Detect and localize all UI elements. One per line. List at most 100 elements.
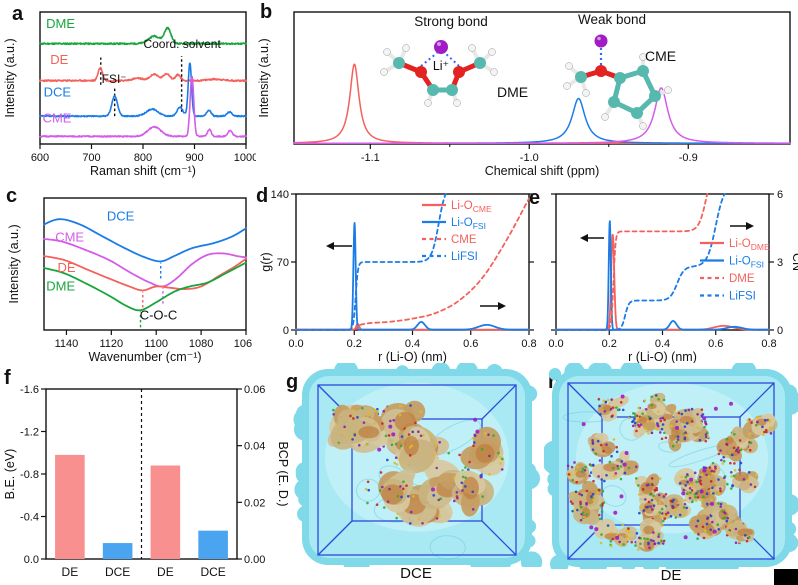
svg-text:6: 6 xyxy=(777,189,783,201)
svg-text:Intensity (a.u.): Intensity (a.u.) xyxy=(3,38,17,117)
annotation-cme: CME xyxy=(43,110,72,125)
annotation-c-o-c: C-O-C xyxy=(140,307,178,322)
svg-text:0.2: 0.2 xyxy=(602,338,617,350)
svg-text:800: 800 xyxy=(134,152,152,164)
series-CME-peak xyxy=(293,87,791,145)
legend-label: Li-OFSI xyxy=(729,256,764,270)
svg-text:1080: 1080 xyxy=(189,338,213,350)
chart-canvas-a: 600 700 800 900 1000 Raman shift (cm⁻¹) Intens… xyxy=(3,11,256,178)
corner-marker xyxy=(774,569,798,585)
svg-text:r (Li-O) (nm): r (Li-O) (nm) xyxy=(378,350,447,363)
legend-label: LiFSI xyxy=(451,251,478,263)
svg-text:g(r): g(r) xyxy=(259,252,273,271)
panel-letter-b: b xyxy=(260,1,273,23)
svg-text:140: 140 xyxy=(271,189,289,201)
series-DME xyxy=(43,261,247,312)
svg-text:1060: 1060 xyxy=(234,338,252,350)
series-DME-peak xyxy=(293,63,791,145)
axes: 0.0 0.2 0.4 0.6 0.8 r (Li-O) (nm) 0 70 140 g(r) xyxy=(259,189,537,363)
svg-text:0.2: 0.2 xyxy=(347,338,362,350)
svg-text:0.0: 0.0 xyxy=(548,338,563,350)
svg-text:0.4: 0.4 xyxy=(405,338,420,350)
aggregate-clusters xyxy=(327,400,505,527)
weak-bond-label: Weak bond xyxy=(577,12,647,27)
svg-text:0.4: 0.4 xyxy=(655,338,670,350)
chart-canvas-d: 0.0 0.2 0.4 0.6 0.8 r (Li-O) (nm) 0 70 140 g(r) Li… xyxy=(259,189,537,363)
cme-molecule-label: CME xyxy=(645,48,677,64)
panel-letter-c: c xyxy=(6,185,18,207)
series-CME xyxy=(39,75,247,138)
bar-category-label: DCE xyxy=(105,565,130,579)
svg-text:0.0: 0.0 xyxy=(24,554,39,566)
legend-label: LiFSI xyxy=(729,291,756,303)
series-DE xyxy=(39,66,247,83)
svg-text:0.02: 0.02 xyxy=(244,497,265,509)
svg-text:900: 900 xyxy=(185,152,203,164)
md-simulation-box-dce xyxy=(293,359,543,575)
svg-text:0.00: 0.00 xyxy=(244,554,265,566)
chart-canvas-f: 0.0 -0.4 -0.8 -1.2 -1.6 0.00 0.02 0.04 0.06 B.E. … xyxy=(3,384,288,579)
svg-text:Wavenumber (cm⁻¹): Wavenumber (cm⁻¹) xyxy=(88,350,201,363)
svg-text:0: 0 xyxy=(777,325,783,337)
bar-de-0 xyxy=(55,454,85,559)
legend-label: Li-OFSI xyxy=(451,217,486,231)
svg-text:1100: 1100 xyxy=(144,338,168,350)
svg-text:0.0: 0.0 xyxy=(288,338,303,350)
legend-label: Li-OCME xyxy=(451,200,492,214)
svg-text:Chemical shift (ppm): Chemical shift (ppm) xyxy=(485,164,600,178)
md-snapshot-panel-de: DE xyxy=(542,360,798,585)
svg-text:-0.9: -0.9 xyxy=(679,152,698,164)
chart-canvas-e: 0.0 0.2 0.4 0.6 0.8 r (Li-O) (nm) 0 3 6 CN Li-ODME… xyxy=(548,189,798,363)
md-caption-dce: DCE xyxy=(400,565,432,582)
annotation-cme: CME xyxy=(55,230,84,245)
legend-label: DME xyxy=(729,273,755,285)
svg-text:0.06: 0.06 xyxy=(244,384,265,396)
panel-letter-a: a xyxy=(12,3,24,25)
series-CME xyxy=(295,197,530,331)
bar-de-2 xyxy=(150,465,181,559)
bar-dce-3 xyxy=(198,530,228,559)
axes: 1140 1120 1100 1080 1060 Wavenumber (cm⁻¹) Int… xyxy=(7,197,252,363)
series-LiFSI xyxy=(555,193,726,331)
bar-category-label: DCE xyxy=(200,565,225,579)
svg-text:CN: CN xyxy=(790,253,798,271)
aggregate-clusters xyxy=(566,392,778,552)
svg-text:70: 70 xyxy=(277,257,289,269)
li-ion-label: Li⁺ xyxy=(432,59,450,73)
svg-text:0.04: 0.04 xyxy=(244,441,265,453)
axes: 0.0 0.2 0.4 0.6 0.8 r (Li-O) (nm) 0 3 6 CN xyxy=(548,189,798,363)
series-DCE-peak xyxy=(293,97,791,145)
svg-text:1120: 1120 xyxy=(100,338,124,350)
svg-text:0.6: 0.6 xyxy=(463,338,478,350)
binding-energy-bar-chart: 0.0 -0.4 -0.8 -1.2 -1.6 0.00 0.02 0.04 0.06 B.E. … xyxy=(0,363,288,585)
md-snapshot-panel-dce: DCE xyxy=(288,359,544,585)
svg-text:3: 3 xyxy=(777,257,783,269)
svg-text:-0.4: -0.4 xyxy=(20,512,39,524)
svg-text:r (Li-O) (nm): r (Li-O) (nm) xyxy=(628,350,697,363)
panel-letter-e: e xyxy=(529,187,541,209)
svg-text:Intensity (a.u.): Intensity (a.u.) xyxy=(257,38,271,117)
chart-canvas-b: -1.1 -1.0 -0.9 Chemical shift (ppm) Intensit… xyxy=(257,11,791,178)
bar-category-label: DE xyxy=(62,565,79,579)
series-DME xyxy=(555,193,709,331)
series-DE xyxy=(43,255,247,292)
legend-label: CME xyxy=(451,234,477,246)
dme-molecule-label: DME xyxy=(497,84,529,100)
svg-text:0: 0 xyxy=(283,325,289,337)
rdf-cn-chart-dme: 0.0 0.2 0.4 0.6 0.8 r (Li-O) (nm) 0 3 6 CN Li-ODME… xyxy=(544,180,798,363)
series-DCE xyxy=(43,218,247,263)
annotation-dme: DME xyxy=(46,16,75,31)
svg-text:BCP (E. D.): BCP (E. D.) xyxy=(276,441,288,506)
svg-text:-1.6: -1.6 xyxy=(20,384,39,396)
panel-letter-f: f xyxy=(4,367,11,389)
svg-text:-0.8: -0.8 xyxy=(20,469,39,481)
annotation-dce: DCE xyxy=(107,208,135,223)
svg-text:700: 700 xyxy=(82,152,100,164)
annotation-coord-solvent: Coord. solvent xyxy=(143,37,221,51)
annotation-dme: DME xyxy=(46,278,75,293)
bar-category-label: DE xyxy=(157,565,174,579)
svg-text:-1.2: -1.2 xyxy=(20,427,39,439)
raman-spectra-chart: 600 700 800 900 1000 Raman shift (cm⁻¹) Intens… xyxy=(0,0,256,180)
svg-text:1140: 1140 xyxy=(55,338,79,350)
series-Li-O FSI xyxy=(295,222,530,331)
